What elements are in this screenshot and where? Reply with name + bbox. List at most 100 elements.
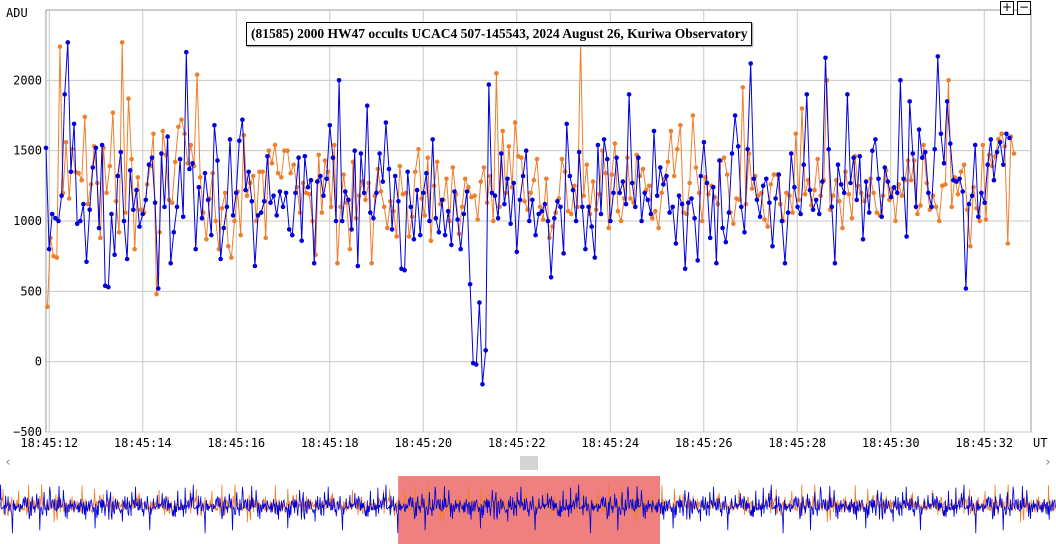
data-point xyxy=(876,176,881,182)
data-point xyxy=(188,142,194,148)
data-point xyxy=(843,169,848,175)
data-point xyxy=(126,96,131,101)
data-point xyxy=(233,190,239,196)
data-point xyxy=(790,210,795,215)
data-point xyxy=(527,218,532,224)
data-point xyxy=(461,211,467,217)
data-point xyxy=(332,142,337,148)
data-point xyxy=(810,207,816,212)
scroll-left-arrow-icon[interactable]: ‹ xyxy=(5,455,11,470)
data-point xyxy=(760,183,766,189)
data-point xyxy=(751,176,757,182)
data-point xyxy=(804,92,810,97)
zoom-in-button[interactable]: + xyxy=(1000,0,1014,15)
data-point xyxy=(274,213,280,218)
data-point xyxy=(324,176,329,182)
data-point xyxy=(452,189,457,194)
x-tick-label: 18:45:24 xyxy=(581,436,639,450)
x-tick-label: 18:45:20 xyxy=(394,436,452,450)
data-point xyxy=(519,155,524,160)
data-point xyxy=(202,170,208,176)
scrollbar-thumb[interactable] xyxy=(520,456,538,470)
zoom-out-button[interactable]: − xyxy=(1017,0,1031,15)
data-point xyxy=(573,218,579,224)
data-point xyxy=(425,155,431,160)
data-point xyxy=(567,173,573,179)
data-point xyxy=(502,201,507,207)
data-point xyxy=(929,204,934,210)
data-point xyxy=(742,230,747,235)
data-point xyxy=(90,165,96,170)
data-point xyxy=(988,137,994,142)
data-point xyxy=(377,151,382,156)
data-point xyxy=(307,192,312,197)
data-point xyxy=(938,131,944,137)
data-point xyxy=(209,232,214,238)
data-point xyxy=(913,204,919,210)
overview-navigator[interactable] xyxy=(0,476,1056,544)
data-point xyxy=(930,193,936,198)
data-point xyxy=(985,162,990,167)
data-point xyxy=(704,180,710,186)
data-point xyxy=(764,176,769,182)
data-point xyxy=(361,190,367,196)
data-point xyxy=(113,199,119,204)
data-point xyxy=(229,255,234,260)
data-point xyxy=(687,180,692,186)
data-point xyxy=(870,148,875,153)
data-point xyxy=(698,173,704,179)
data-point xyxy=(318,173,323,179)
data-point xyxy=(74,221,80,227)
data-point xyxy=(366,180,371,186)
data-point xyxy=(569,211,574,217)
data-point xyxy=(269,161,275,166)
data-point xyxy=(740,85,746,90)
data-point xyxy=(156,286,161,291)
data-point xyxy=(735,144,741,149)
data-point xyxy=(908,177,914,183)
data-point xyxy=(500,128,506,134)
data-point xyxy=(980,142,986,148)
data-point xyxy=(785,210,791,215)
data-point xyxy=(717,158,722,163)
data-point xyxy=(689,196,694,201)
data-point xyxy=(979,190,984,196)
data-point xyxy=(982,200,987,205)
data-point xyxy=(343,189,348,194)
data-point xyxy=(678,123,683,128)
data-point xyxy=(450,165,456,170)
data-point xyxy=(179,117,184,122)
data-point xyxy=(474,362,479,367)
data-point xyxy=(218,256,223,262)
horizontal-scrollbar[interactable]: ‹ › xyxy=(0,454,1056,472)
data-point xyxy=(171,230,177,235)
data-point xyxy=(327,123,333,128)
data-point xyxy=(87,207,92,212)
data-point xyxy=(169,200,175,205)
data-point xyxy=(667,210,672,215)
x-tick-label: 18:45:12 xyxy=(20,436,78,450)
data-point xyxy=(82,114,88,120)
data-point xyxy=(333,218,339,224)
data-point xyxy=(272,142,278,148)
data-point xyxy=(815,156,820,162)
data-point xyxy=(623,201,629,207)
data-point xyxy=(701,139,707,145)
data-point xyxy=(840,225,845,231)
data-point xyxy=(439,197,445,203)
data-point xyxy=(371,215,376,221)
data-point xyxy=(212,123,217,128)
data-point xyxy=(626,92,632,97)
data-point xyxy=(255,213,261,218)
scroll-right-arrow-icon[interactable]: › xyxy=(1045,455,1051,470)
data-point xyxy=(788,151,794,156)
data-point xyxy=(558,204,563,210)
data-point xyxy=(63,139,69,145)
data-point xyxy=(851,155,856,160)
y-tick-label: 1500 xyxy=(13,144,42,158)
data-point xyxy=(455,217,460,222)
data-point xyxy=(651,128,657,134)
data-point xyxy=(581,193,586,198)
data-point xyxy=(413,169,418,175)
x-tick-label: 18:45:14 xyxy=(114,436,172,450)
